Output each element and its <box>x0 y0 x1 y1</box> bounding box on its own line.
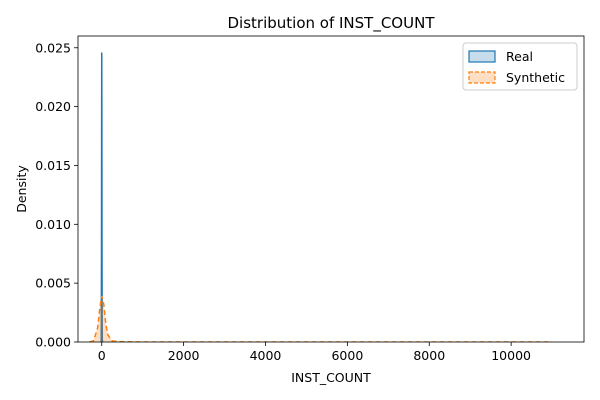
x-tick-label: 0 <box>98 348 106 363</box>
y-tick-label: 0.015 <box>35 158 71 173</box>
x-ticks: 0 2000 4000 6000 8000 10000 <box>98 342 531 363</box>
x-tick-label: 8000 <box>413 348 445 363</box>
y-tick-label: 0.000 <box>35 335 71 350</box>
y-tick-label: 0.005 <box>35 276 71 291</box>
y-axis-label: Density <box>14 165 29 213</box>
chart-title: Distribution of INST_COUNT <box>228 14 436 33</box>
x-tick-label: 10000 <box>491 348 531 363</box>
legend-swatch-real <box>468 50 496 63</box>
x-tick-label: 4000 <box>250 348 282 363</box>
legend-label-synthetic: Synthetic <box>506 70 565 85</box>
x-tick-label: 2000 <box>168 348 200 363</box>
legend-swatch-synthetic <box>468 71 496 84</box>
series-line-real <box>100 52 104 342</box>
y-ticks: 0.000 0.005 0.010 0.015 0.020 0.025 <box>35 40 78 350</box>
plot-frame <box>77 35 585 343</box>
y-tick-label: 0.010 <box>35 217 71 232</box>
series-layer <box>89 52 553 342</box>
legend-label-real: Real <box>506 49 533 64</box>
y-tick-label: 0.020 <box>35 99 71 114</box>
x-tick-label: 6000 <box>331 348 363 363</box>
legend-box <box>462 42 578 91</box>
series-area-synthetic <box>89 296 553 342</box>
series-line-synthetic <box>89 295 553 342</box>
legend: Real Synthetic <box>462 42 578 91</box>
y-tick-label: 0.025 <box>35 40 71 55</box>
x-axis-label: INST_COUNT <box>291 370 371 385</box>
